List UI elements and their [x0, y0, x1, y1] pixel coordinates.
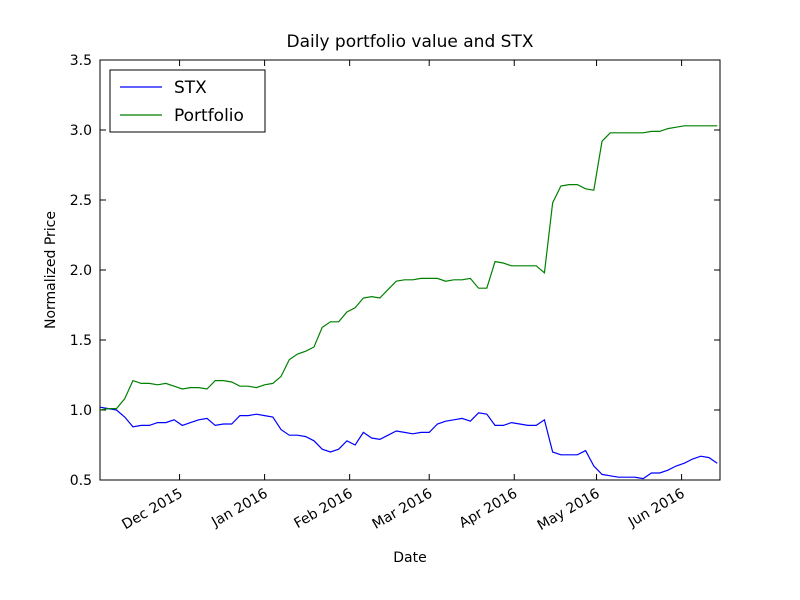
- legend-box: [109, 69, 266, 133]
- y-tick-label: 2.5: [70, 193, 92, 209]
- x-tick-label: Feb 2016: [291, 486, 355, 532]
- x-tick-label: Mar 2016: [370, 486, 436, 533]
- y-axis-label: Normalized Price: [43, 211, 59, 329]
- legend-label: STX: [174, 78, 207, 98]
- x-tick-label: Jan 2016: [208, 486, 270, 531]
- y-tick-label: 2.0: [70, 263, 92, 279]
- x-tick-label: Dec 2015: [119, 486, 185, 533]
- x-tick-label: Apr 2016: [457, 486, 521, 532]
- y-tick-label: 0.5: [70, 473, 92, 489]
- x-tick-label: May 2016: [535, 486, 603, 534]
- y-tick-label: 1.5: [70, 333, 92, 349]
- plot-frame: [99, 59, 721, 481]
- y-tick-label: 1.0: [70, 403, 92, 419]
- y-tick-label: 3.0: [70, 123, 92, 139]
- legend-label: Portfolio: [174, 106, 244, 126]
- x-axis-label: Date: [393, 550, 426, 566]
- series-line: [100, 406, 718, 480]
- x-tick-label: Jun 2016: [625, 486, 688, 531]
- series-line: [100, 125, 718, 411]
- chart-title: Daily portfolio value and STX: [287, 32, 534, 52]
- y-tick-label: 3.5: [70, 53, 92, 69]
